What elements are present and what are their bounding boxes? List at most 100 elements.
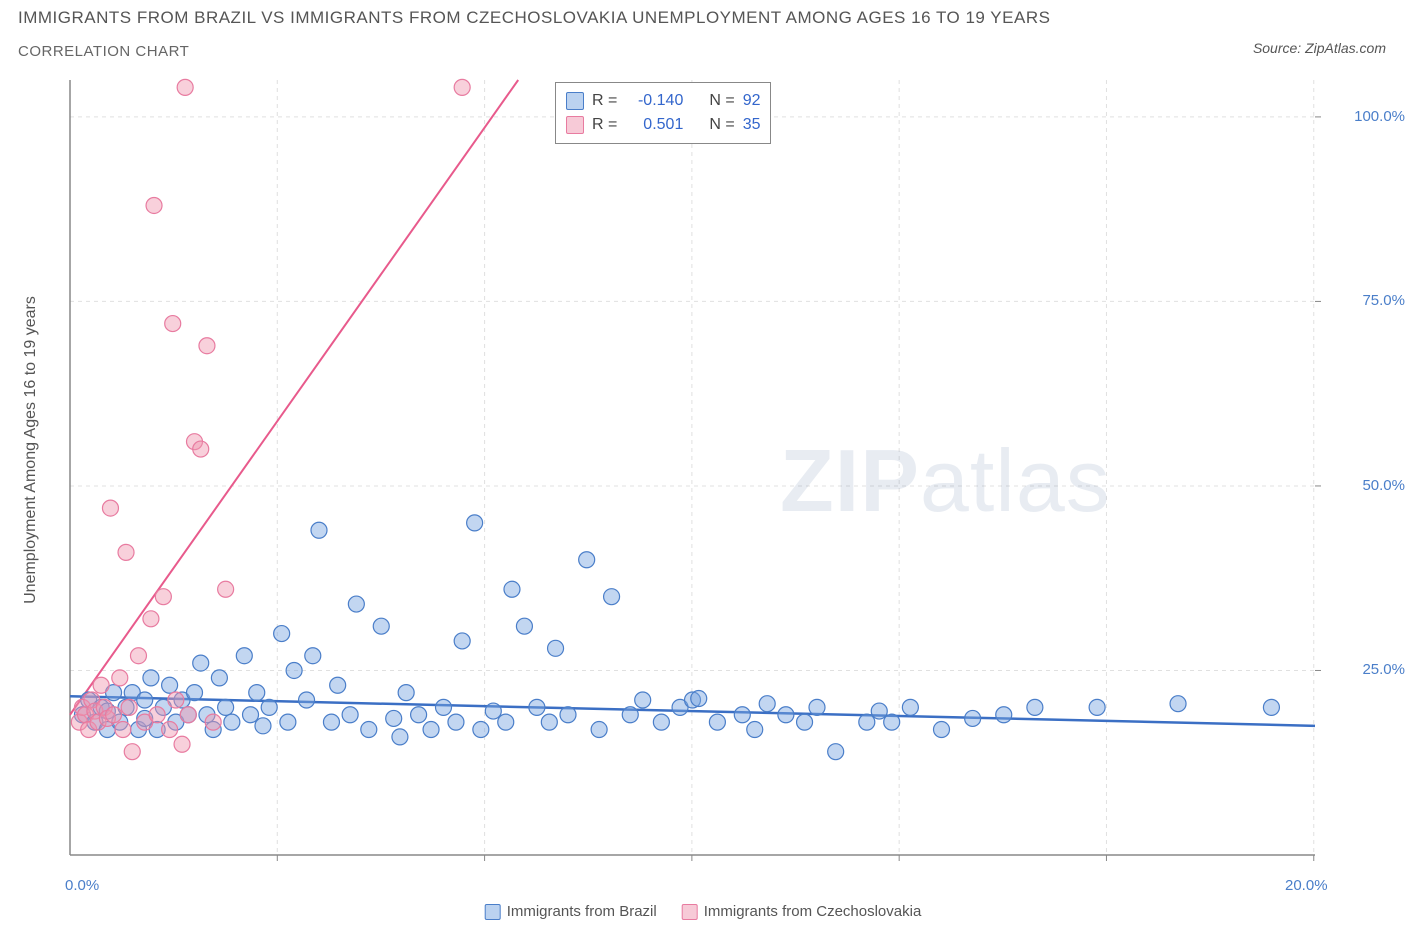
source-attribution: Source: ZipAtlas.com [1253,40,1386,56]
data-point [448,714,464,730]
data-point [311,522,327,538]
data-point [392,729,408,745]
data-point [871,703,887,719]
stats-n-value: 92 [743,89,761,113]
data-point [199,338,215,354]
data-point [187,685,203,701]
legend-swatch [682,904,698,920]
data-point [193,655,209,671]
data-point [274,626,290,642]
data-point [162,722,178,738]
data-point [218,581,234,597]
data-point [579,552,595,568]
data-point [622,707,638,723]
data-point [165,316,181,332]
data-point [828,744,844,760]
data-point [734,707,750,723]
data-point [146,197,162,213]
data-point [591,722,607,738]
stats-row: R =-0.140N =92 [566,89,760,113]
data-point [180,707,196,723]
data-point [635,692,651,708]
data-point [168,692,184,708]
data-point [411,707,427,723]
legend-label: Immigrants from Czechoslovakia [704,903,922,920]
y-tick-label: 100.0% [1325,108,1405,125]
data-point [299,692,315,708]
data-point [473,722,489,738]
data-point [529,699,545,715]
data-point [548,640,564,656]
data-point [436,699,452,715]
data-point [965,710,981,726]
data-point [498,714,514,730]
data-point [778,707,794,723]
y-tick-label: 50.0% [1325,477,1405,494]
data-point [218,699,234,715]
data-point [137,692,153,708]
data-point [143,670,159,686]
legend-label: Immigrants from Brazil [507,903,657,920]
data-point [423,722,439,738]
data-point [373,618,389,634]
data-point [342,707,358,723]
data-point [560,707,576,723]
data-point [398,685,414,701]
stats-n-label: N = [709,89,734,113]
chart-subtitle: CORRELATION CHART [18,43,189,60]
data-point [691,691,707,707]
data-point [516,618,532,634]
data-point [261,699,277,715]
data-point [884,714,900,730]
legend-swatch [566,116,584,134]
data-point [809,699,825,715]
data-point [361,722,377,738]
legend-item: Immigrants from Brazil [485,903,657,920]
data-point [604,589,620,605]
data-point [759,696,775,712]
stats-r-value: 0.501 [625,113,683,137]
y-tick-label: 75.0% [1325,292,1405,309]
data-point [115,722,131,738]
data-point [797,714,813,730]
data-point [93,677,109,693]
data-point [174,736,190,752]
data-point [485,703,501,719]
data-point [348,596,364,612]
data-point [454,633,470,649]
data-point [121,699,137,715]
chart-title: IMMIGRANTS FROM BRAZIL VS IMMIGRANTS FRO… [18,8,1050,28]
data-point [249,685,265,701]
data-point [541,714,557,730]
x-tick-label: 20.0% [1285,877,1328,894]
data-point [467,515,483,531]
data-point [305,648,321,664]
source-name: ZipAtlas.com [1305,40,1386,56]
data-point [155,589,171,605]
x-tick-label: 0.0% [65,877,99,894]
data-point [1170,696,1186,712]
stats-legend-box: R =-0.140N =92R = 0.501N =35 [555,82,771,144]
legend-item: Immigrants from Czechoslovakia [682,903,922,920]
trend-line [70,80,518,715]
data-point [205,714,221,730]
stats-r-label: R = [592,113,617,137]
data-point [236,648,252,664]
data-point [1263,699,1279,715]
legend-swatch [485,904,501,920]
data-point [323,714,339,730]
stats-r-value: -0.140 [625,89,683,113]
scatter-chart [70,80,1380,875]
y-axis-label: Unemployment Among Ages 16 to 19 years [22,296,40,604]
data-point [747,722,763,738]
data-point [386,710,402,726]
data-point [118,544,134,560]
data-point [177,79,193,95]
data-point [162,677,178,693]
source-prefix: Source: [1253,40,1305,56]
data-point [902,699,918,715]
stats-n-label: N = [709,113,734,137]
plot-area [70,80,1380,875]
data-point [996,707,1012,723]
stats-row: R = 0.501N =35 [566,113,760,137]
